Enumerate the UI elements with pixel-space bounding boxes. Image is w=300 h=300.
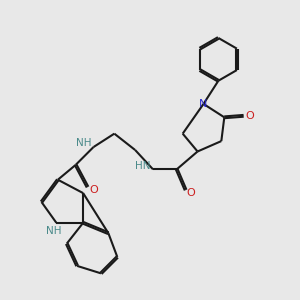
- Text: N: N: [199, 99, 208, 109]
- Text: HN: HN: [135, 161, 151, 171]
- Text: NH: NH: [76, 139, 91, 148]
- Text: O: O: [187, 188, 195, 198]
- Text: O: O: [246, 111, 254, 121]
- Text: O: O: [89, 185, 98, 195]
- Text: NH: NH: [46, 226, 61, 236]
